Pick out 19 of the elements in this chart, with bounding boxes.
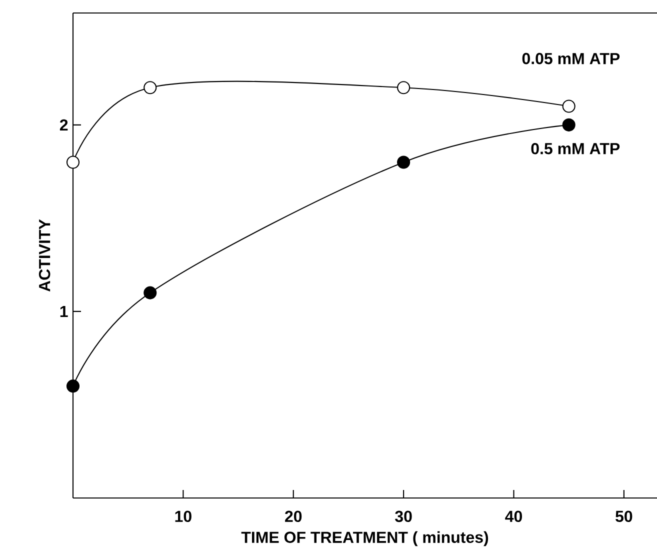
point [66, 156, 80, 169]
point [397, 156, 410, 169]
point [562, 118, 576, 132]
point [562, 100, 576, 113]
point [66, 380, 80, 393]
x-tick-label: 10 [175, 510, 192, 522]
x-tick-label: 50 [616, 510, 632, 522]
y-tick-label: 2 [60, 119, 68, 131]
y-tick-label: 1 [60, 306, 68, 317]
text: 0.05 mM ATP [522, 52, 620, 64]
x-tick-label: 40 [505, 510, 522, 522]
point [144, 81, 157, 94]
point [144, 286, 157, 300]
point [397, 81, 410, 94]
x-axis-title: TIME OF TREATMENT ( minutes) [241, 531, 488, 546]
series-label: 0.5 mM ATP [531, 142, 620, 154]
y-axis-title: ACTIVITY [38, 219, 50, 292]
x-tick-label: 20 [285, 510, 302, 522]
x-tick-label: 30 [395, 510, 412, 522]
